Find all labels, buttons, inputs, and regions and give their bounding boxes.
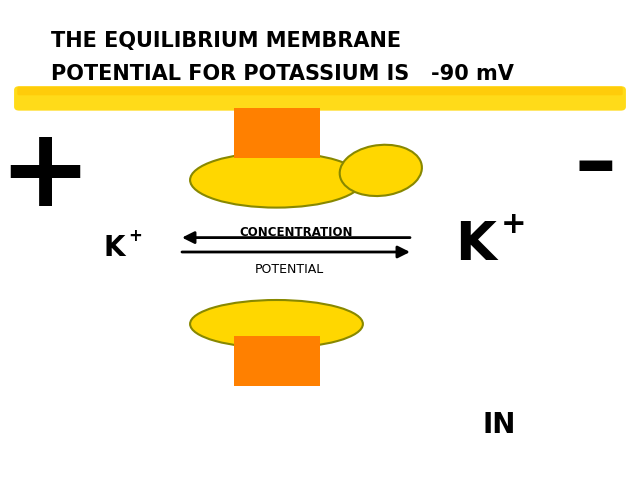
Text: +: + xyxy=(501,210,527,239)
FancyBboxPatch shape xyxy=(14,86,626,110)
Bar xyxy=(234,108,320,158)
Text: K: K xyxy=(103,234,125,262)
Text: THE EQUILIBRIUM MEMBRANE: THE EQUILIBRIUM MEMBRANE xyxy=(51,31,401,51)
Bar xyxy=(234,336,320,386)
Text: CONCENTRATION: CONCENTRATION xyxy=(239,226,353,239)
FancyBboxPatch shape xyxy=(17,86,623,96)
Ellipse shape xyxy=(340,145,422,196)
Ellipse shape xyxy=(190,153,363,208)
Text: IN: IN xyxy=(483,411,516,439)
Text: –: – xyxy=(574,125,616,206)
Text: K: K xyxy=(455,219,496,271)
Text: +: + xyxy=(128,227,142,245)
Text: +: + xyxy=(0,122,92,228)
Text: POTENTIAL FOR POTASSIUM IS   -90 mV: POTENTIAL FOR POTASSIUM IS -90 mV xyxy=(51,64,514,84)
Ellipse shape xyxy=(190,300,363,348)
Text: POTENTIAL: POTENTIAL xyxy=(255,263,324,276)
